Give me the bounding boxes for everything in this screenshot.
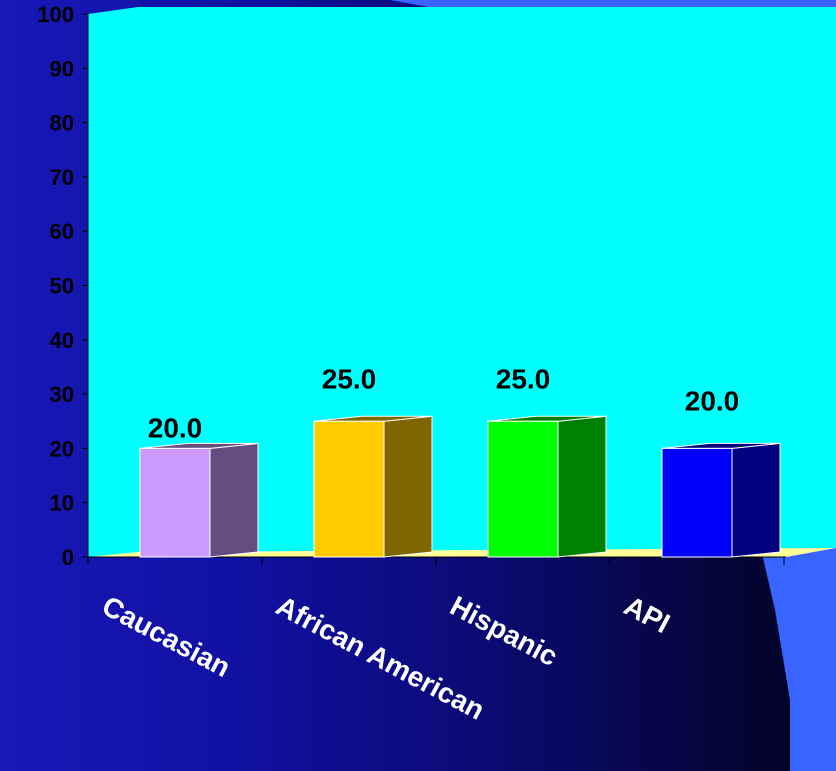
bar-side bbox=[731, 442, 781, 558]
y-tick-label: 90 bbox=[50, 56, 74, 81]
data-label: 25.0 bbox=[496, 363, 551, 394]
plot-back-wall bbox=[88, 7, 836, 557]
bar-side bbox=[383, 415, 433, 558]
bars bbox=[139, 415, 781, 558]
bar bbox=[139, 442, 259, 558]
data-label: 20.0 bbox=[148, 412, 203, 443]
bar-front bbox=[487, 420, 559, 558]
y-axis-ticks: 0 10 20 30 40 50 60 70 80 90 100 bbox=[37, 2, 88, 570]
data-labels: 20.0 25.0 25.0 20.0 bbox=[148, 363, 740, 443]
bar bbox=[313, 415, 433, 558]
y-tick-label: 70 bbox=[50, 165, 74, 190]
bar-side bbox=[209, 442, 259, 558]
y-tick-label: 100 bbox=[37, 2, 74, 27]
bar-front bbox=[661, 447, 733, 558]
bar bbox=[487, 415, 607, 558]
y-tick-label: 60 bbox=[50, 219, 74, 244]
accent-shape-right bbox=[760, 540, 836, 771]
bar-side bbox=[557, 415, 607, 558]
y-tick-label: 0 bbox=[62, 545, 74, 570]
category-label: Caucasian bbox=[97, 590, 235, 683]
y-tick-label: 20 bbox=[50, 436, 74, 461]
plot-floor bbox=[88, 548, 836, 557]
data-label: 20.0 bbox=[685, 385, 740, 416]
bar-front bbox=[313, 420, 385, 558]
y-tick-label: 40 bbox=[50, 328, 74, 353]
y-tick-label: 50 bbox=[50, 274, 74, 299]
x-axis-ticks bbox=[87, 557, 785, 565]
category-label: Hispanic bbox=[445, 590, 563, 672]
bar-front bbox=[139, 447, 211, 558]
bar bbox=[661, 442, 781, 558]
y-tick-label: 30 bbox=[50, 382, 74, 407]
y-tick-label: 10 bbox=[50, 491, 74, 516]
data-label: 25.0 bbox=[322, 363, 377, 394]
y-tick-label: 80 bbox=[50, 111, 74, 136]
category-label: API bbox=[619, 590, 675, 639]
